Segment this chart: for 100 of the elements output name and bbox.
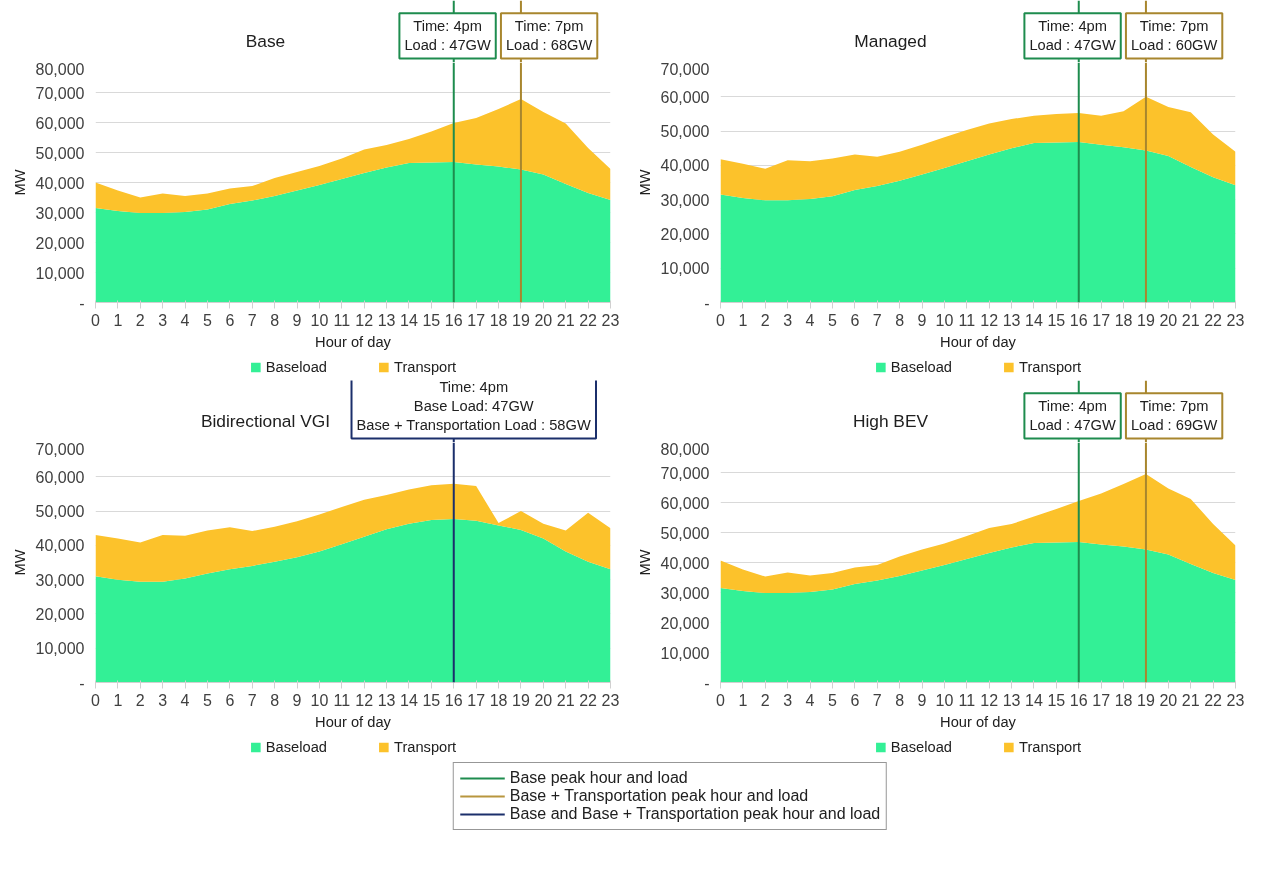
x-tick-label: 3 <box>158 311 168 329</box>
x-tick-label: 5 <box>203 311 213 329</box>
x-tick-label: 19 <box>1137 691 1155 709</box>
x-tick-label: 9 <box>917 691 927 709</box>
x-tick-label: 11 <box>333 311 351 329</box>
x-tick-label: 17 <box>467 311 486 329</box>
text: Time: 4pm Base Load: 47GW Base + Transportation Load : 58GW <box>356 379 591 434</box>
x-tick-label: 20 <box>1159 311 1178 329</box>
x-tick-label: 0 <box>716 691 726 709</box>
x-tick-label: 6 <box>225 311 235 329</box>
x-axis-title: Hour of day <box>940 333 1017 350</box>
y-tick-label: 30,000 <box>660 584 710 602</box>
text: Time: 7pm Load : 69GW <box>1130 398 1218 434</box>
y-axis-title: MW <box>11 169 28 196</box>
x-tick-label: 15 <box>1047 691 1066 709</box>
x-tick-label: 1 <box>738 691 748 709</box>
text: Time: 7pm Load : 60GW <box>1130 18 1218 54</box>
x-tick-label: 9 <box>292 691 302 709</box>
y-tick-label: 60,000 <box>660 88 710 106</box>
legend-label: Base peak hour and load <box>509 769 688 787</box>
x-tick-label: 17 <box>1092 311 1111 329</box>
y-axis-title: MW <box>636 169 653 196</box>
x-tick-label: 14 <box>1025 311 1043 329</box>
x-tick-label: 3 <box>783 311 793 329</box>
y-tick-label: 30,000 <box>35 204 85 222</box>
y-tick-label: 10,000 <box>660 644 710 662</box>
legend-label: Transport <box>1018 359 1082 375</box>
x-tick-label: 22 <box>1204 691 1223 709</box>
x-tick-label: 1 <box>113 691 123 709</box>
x-tick-label: 4 <box>180 311 190 329</box>
y-tick-label: 20,000 <box>660 225 710 243</box>
y-tick-label: 40,000 <box>35 174 85 192</box>
x-tick-label: 20 <box>534 691 553 709</box>
x-tick-label: 14 <box>400 691 418 709</box>
y-tick-label: 20,000 <box>35 605 85 623</box>
x-tick-label: 20 <box>534 311 553 329</box>
y-tick-label: 70,000 <box>35 440 85 458</box>
legend-label: Base and Base + Transportation peak hour and load <box>509 805 881 823</box>
x-tick-label: 4 <box>805 691 815 709</box>
x-tick-label: 19 <box>512 311 530 329</box>
x-tick-label: 2 <box>135 311 145 329</box>
legend-label: Baseload <box>265 359 327 375</box>
x-tick-label: 7 <box>872 311 882 329</box>
chart-title: Managed <box>854 30 927 51</box>
text: Time: 7pm Load : 68GW <box>505 18 593 54</box>
x-tick-label: 11 <box>958 691 976 709</box>
x-tick-label: 23 <box>601 691 620 709</box>
x-tick-label: 19 <box>1137 311 1155 329</box>
x-axis-title: Hour of day <box>315 713 392 730</box>
x-tick-label: 5 <box>203 691 213 709</box>
legend-label: Transport <box>393 359 457 375</box>
x-tick-label: 13 <box>1002 691 1021 709</box>
y-tick-label: - <box>704 294 710 312</box>
x-tick-label: 18 <box>1114 311 1133 329</box>
x-tick-label: 1 <box>113 311 123 329</box>
x-tick-label: 0 <box>91 311 101 329</box>
x-tick-label: 13 <box>1002 311 1021 329</box>
x-tick-label: 14 <box>1025 691 1043 709</box>
y-tick-label: 30,000 <box>35 571 85 589</box>
x-tick-label: 14 <box>400 311 418 329</box>
y-tick-label: 50,000 <box>660 123 710 141</box>
x-tick-label: 15 <box>422 691 441 709</box>
x-tick-label: 12 <box>355 311 374 329</box>
y-tick-label: 20,000 <box>660 614 710 632</box>
x-tick-label: 10 <box>935 311 954 329</box>
x-tick-label: 6 <box>225 691 235 709</box>
x-tick-label: 10 <box>310 691 329 709</box>
y-tick-label: 70,000 <box>660 60 710 78</box>
x-tick-label: 21 <box>556 311 575 329</box>
x-tick-label: 2 <box>135 691 145 709</box>
x-tick-label: 5 <box>828 311 838 329</box>
y-tick-label: 40,000 <box>35 537 85 555</box>
x-tick-label: 6 <box>850 691 860 709</box>
text: Time: 4pm Load : 47GW <box>1029 398 1116 434</box>
y-tick-label: 30,000 <box>660 191 710 209</box>
x-tick-label: 18 <box>489 311 508 329</box>
x-tick-label: 22 <box>1204 311 1223 329</box>
x-tick-label: 23 <box>601 311 620 329</box>
x-tick-label: 6 <box>850 311 860 329</box>
legend-label: Baseload <box>890 739 952 755</box>
x-tick-label: 23 <box>1226 691 1245 709</box>
x-tick-label: 20 <box>1159 691 1178 709</box>
y-tick-label: - <box>704 674 710 692</box>
x-tick-label: 7 <box>247 311 257 329</box>
y-tick-label: 10,000 <box>660 260 710 278</box>
x-tick-label: 10 <box>310 311 329 329</box>
x-tick-label: 21 <box>1181 311 1200 329</box>
x-tick-label: 15 <box>1047 311 1066 329</box>
x-tick-label: 18 <box>489 691 508 709</box>
y-tick-label: 10,000 <box>35 640 85 658</box>
x-tick-label: 9 <box>292 311 302 329</box>
x-tick-label: 23 <box>1226 311 1245 329</box>
x-tick-label: 22 <box>579 311 598 329</box>
x-tick-label: 17 <box>467 691 486 709</box>
y-tick-label: 50,000 <box>35 144 85 162</box>
x-tick-label: 22 <box>579 691 598 709</box>
x-tick-label: 1 <box>738 311 748 329</box>
y-axis-title: MW <box>636 549 653 576</box>
legend-label: Base + Transportation peak hour and load <box>509 787 809 805</box>
y-tick-label: 80,000 <box>660 440 710 458</box>
